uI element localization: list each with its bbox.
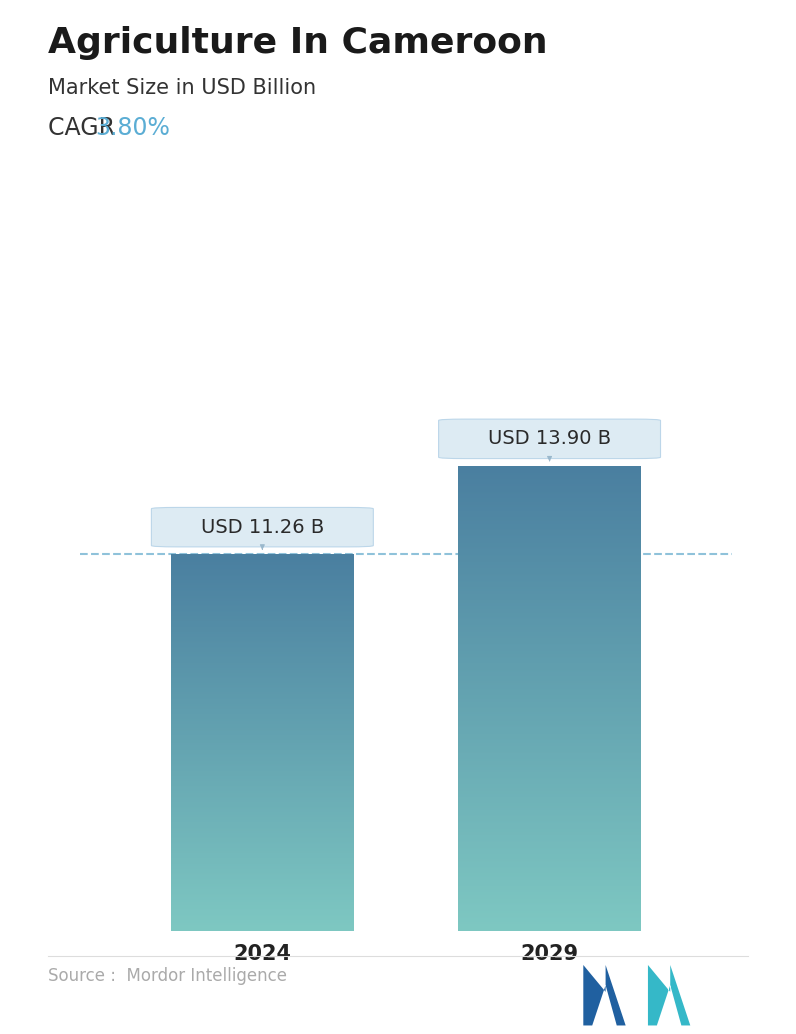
- Text: 3.80%: 3.80%: [96, 116, 170, 140]
- Text: USD 13.90 B: USD 13.90 B: [488, 429, 611, 449]
- Polygon shape: [583, 965, 626, 1026]
- Text: Market Size in USD Billion: Market Size in USD Billion: [48, 78, 316, 97]
- Text: USD 11.26 B: USD 11.26 B: [201, 518, 324, 537]
- FancyBboxPatch shape: [151, 508, 373, 547]
- Text: CAGR: CAGR: [48, 116, 130, 140]
- Text: Source :  Mordor Intelligence: Source : Mordor Intelligence: [48, 967, 287, 984]
- Text: Agriculture In Cameroon: Agriculture In Cameroon: [48, 26, 548, 60]
- Polygon shape: [648, 965, 690, 1026]
- FancyBboxPatch shape: [439, 419, 661, 458]
